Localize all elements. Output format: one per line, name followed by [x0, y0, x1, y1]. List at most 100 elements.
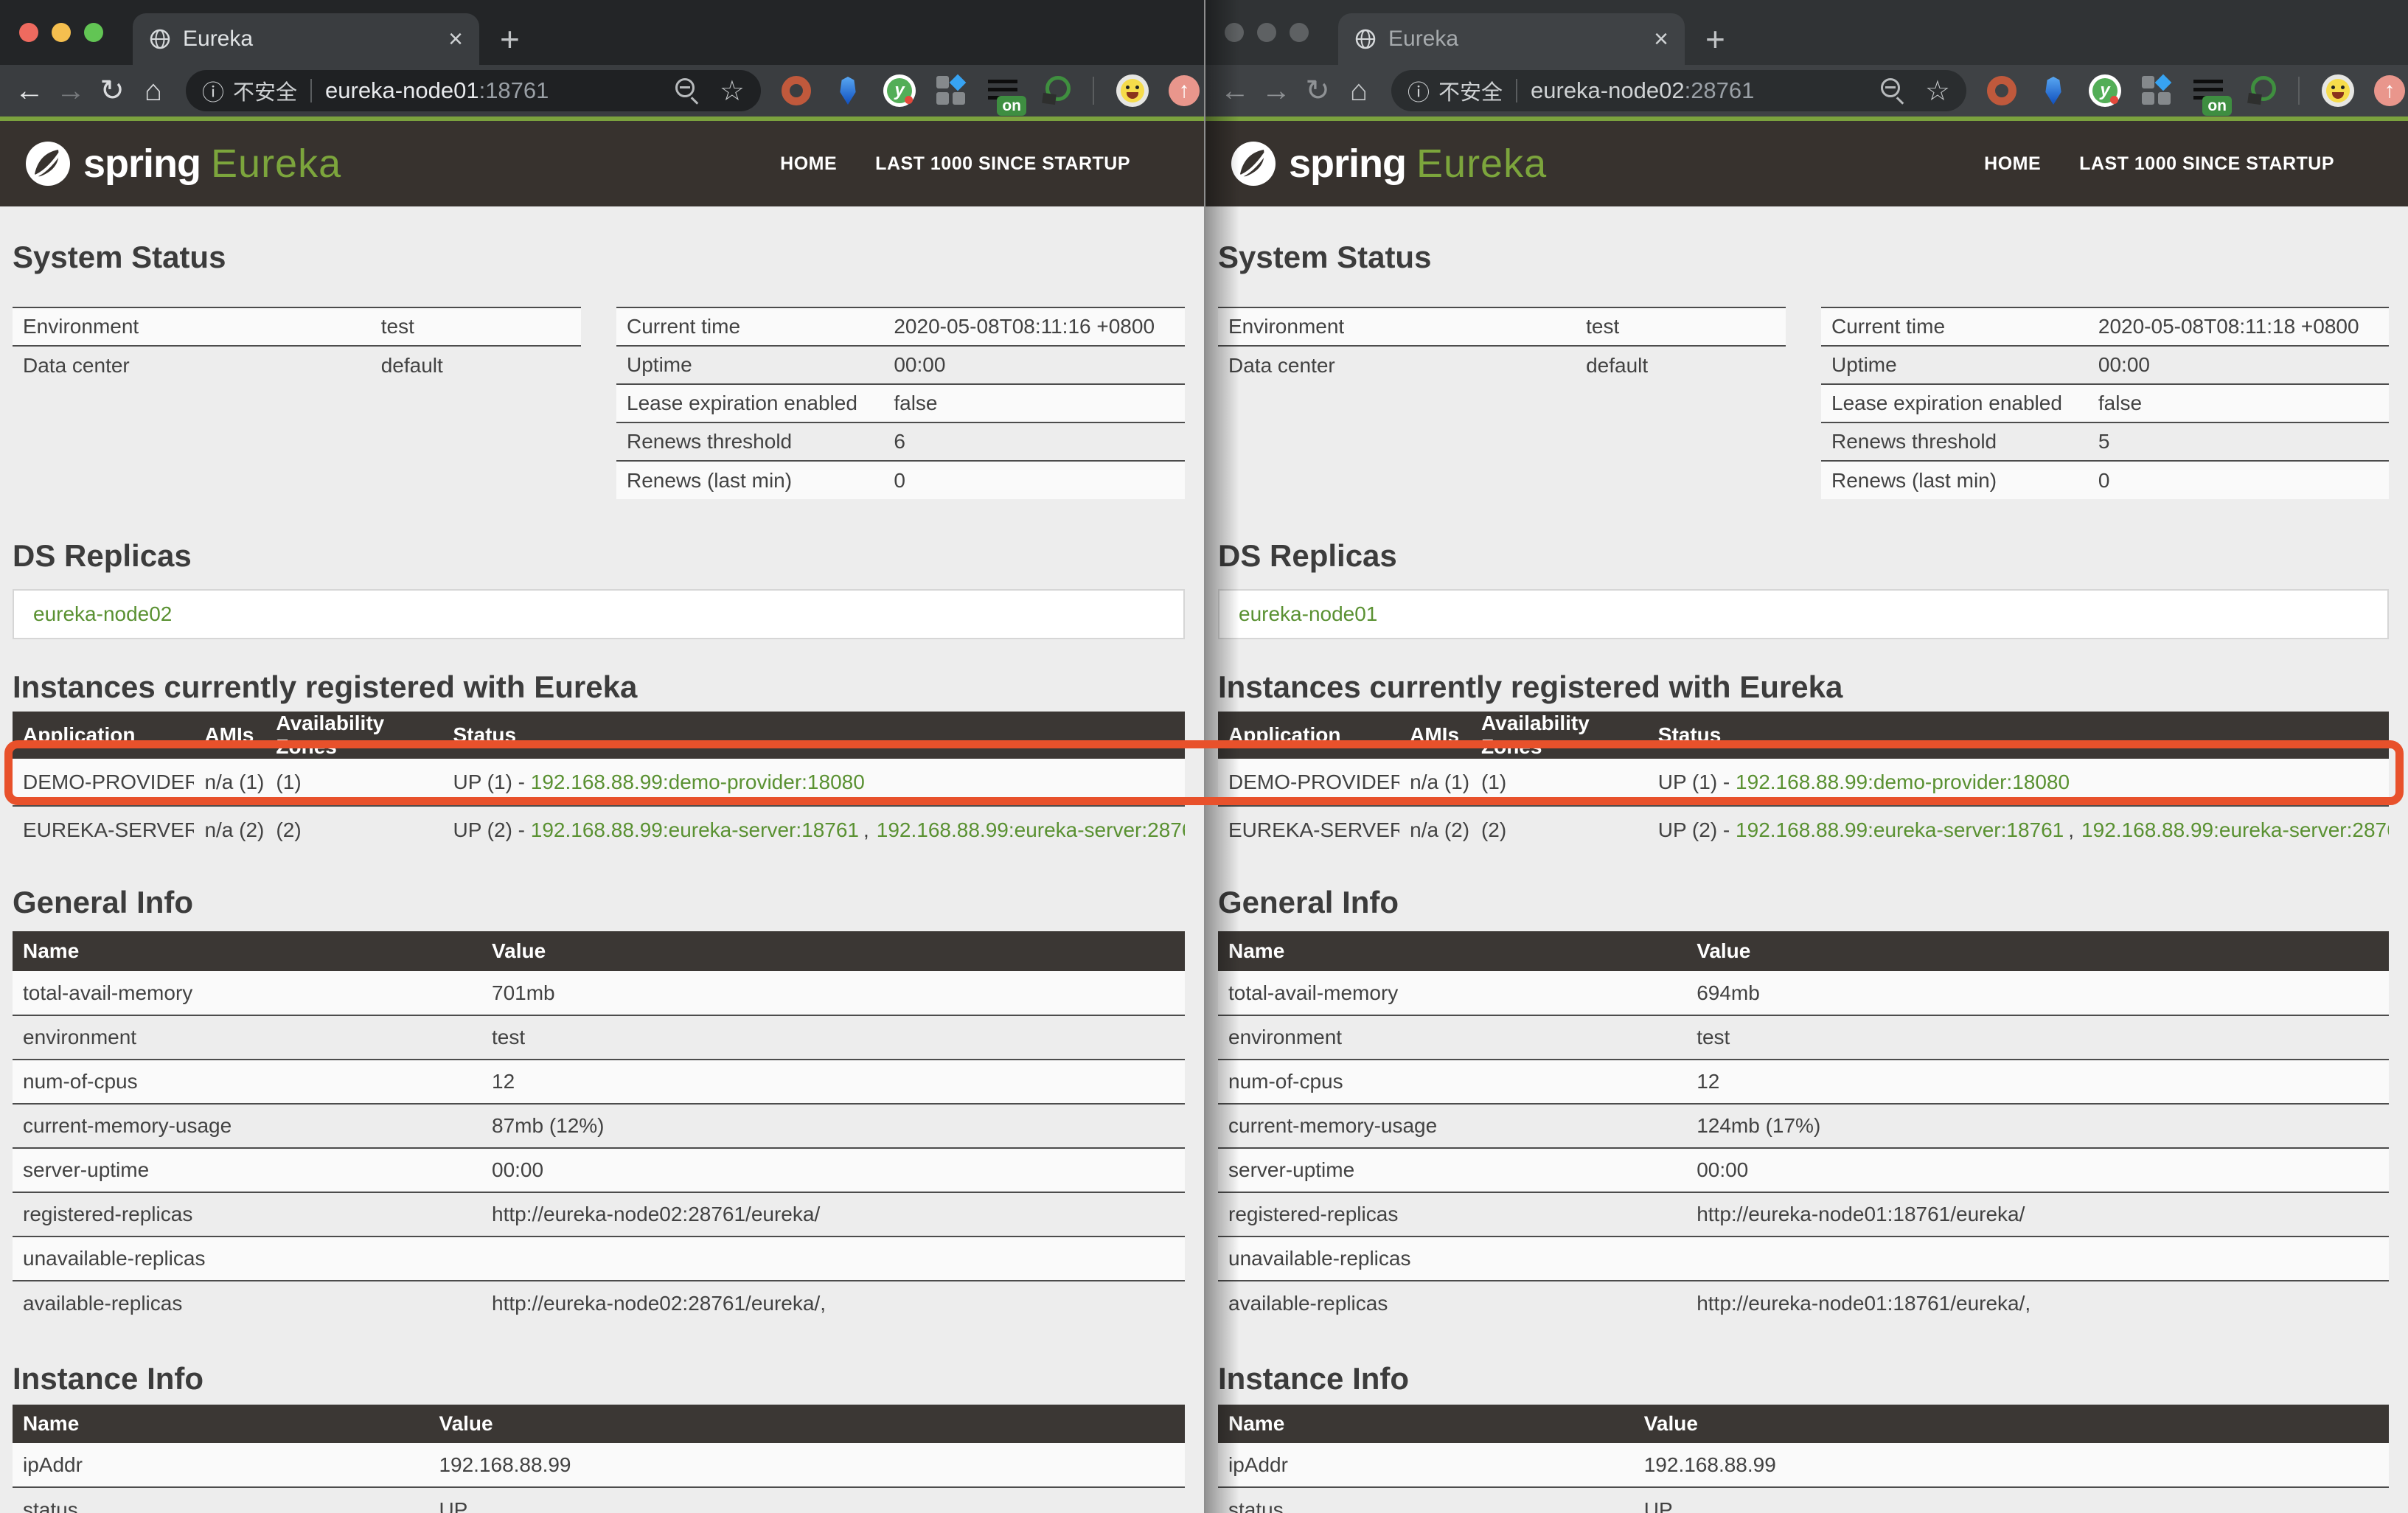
- new-tab-button[interactable]: +: [500, 20, 520, 58]
- list-on-extension-icon[interactable]: on: [986, 74, 1026, 116]
- reload-button[interactable]: ↻: [100, 74, 125, 107]
- environment-table: Environment test Data center default: [13, 307, 581, 384]
- minimize-window-button[interactable]: [1257, 23, 1276, 42]
- zoom-page-icon[interactable]: [675, 78, 700, 103]
- cell-amis: n/a (2): [1410, 818, 1470, 841]
- home-button[interactable]: ⌂: [144, 74, 163, 107]
- instance-row-eureka-server: EUREKA-SERVER n/a (2) (2) UP (2) - 192.1…: [1218, 806, 2389, 853]
- tab-close-icon[interactable]: ×: [1654, 25, 1668, 53]
- instances-heading: Instances currently registered with Eure…: [1218, 669, 1843, 704]
- address-bar[interactable]: ⓘ 不安全 eureka-node02 :28761 ☆: [1391, 70, 1966, 111]
- cell-value: 00:00: [2098, 353, 2150, 376]
- smiley-extension-icon[interactable]: [2322, 74, 2354, 107]
- instance-row-demo-provider: DEMO-PROVIDER n/a (1) (1) UP (1) - 192.1…: [13, 759, 1185, 806]
- table-row: Current time 2020-05-08T08:11:16 +0800: [616, 307, 1185, 346]
- instance-link[interactable]: 192.168.88.99:eureka-server:18761: [1736, 818, 2064, 841]
- kite-extension-icon[interactable]: [2037, 74, 2070, 107]
- tab-title: Eureka: [1388, 27, 1459, 51]
- address-bar[interactable]: ⓘ 不安全 eureka-node01 :18761 ☆: [186, 70, 761, 111]
- cell-label: Uptime: [1831, 353, 1897, 376]
- instance-link[interactable]: 192.168.88.99:demo-provider:18080: [530, 770, 865, 793]
- cell-name: registered-replicas: [23, 1203, 193, 1225]
- table-row: Uptime 00:00: [1821, 346, 2389, 384]
- info-icon[interactable]: ⓘ: [202, 81, 224, 105]
- bookmark-star-icon[interactable]: ☆: [1924, 75, 1950, 107]
- brand-spring-text: spring: [1289, 142, 1407, 186]
- brand-eureka-text: Eureka: [1416, 142, 1548, 186]
- nav-links: HOME LAST 1000 SINCE STARTUP: [780, 153, 1130, 175]
- instance-link[interactable]: 192.168.88.99:demo-provider:18080: [1736, 770, 2070, 793]
- table-row: Environment test: [13, 307, 581, 346]
- spring-eureka-brand: spring Eureka: [1230, 140, 1547, 187]
- cell-value: 0: [2098, 468, 2110, 492]
- replica-link[interactable]: eureka-node02: [33, 602, 173, 625]
- col-application: Application: [13, 712, 195, 759]
- browser-window: Eureka × + ← → ↻ ⌂ ⓘ 不安全 eureka-node01 :…: [0, 0, 1204, 1513]
- table-row: Uptime 00:00: [616, 346, 1185, 384]
- list-on-extension-icon[interactable]: on: [2192, 74, 2232, 116]
- nav-last1000-link[interactable]: LAST 1000 SINCE STARTUP: [2079, 153, 2334, 174]
- y-extension-icon[interactable]: y: [2089, 74, 2121, 107]
- cell-application: EUREKA-SERVER: [23, 818, 195, 841]
- magnifier-extension-icon[interactable]: [1038, 74, 1071, 107]
- y-extension-icon[interactable]: y: [883, 74, 916, 107]
- instance-link[interactable]: 192.168.88.99:eureka-server:18761: [530, 818, 859, 841]
- close-window-button[interactable]: [19, 23, 38, 42]
- replica-link[interactable]: eureka-node01: [1239, 602, 1378, 625]
- table-row: server-uptime 00:00: [1218, 1148, 2389, 1192]
- magnifier-extension-icon[interactable]: [2244, 74, 2276, 107]
- system-status-tables: Environment test Data center default Cur…: [13, 307, 1185, 499]
- ring-extension-icon[interactable]: [1986, 74, 2018, 107]
- ring-extension-icon[interactable]: [780, 74, 812, 107]
- cell-label: Lease expiration enabled: [1831, 392, 2062, 414]
- cell-label: Environment: [23, 315, 139, 338]
- forward-button[interactable]: →: [1262, 74, 1291, 107]
- back-button[interactable]: ←: [15, 74, 44, 107]
- cell-name: num-of-cpus: [1228, 1070, 1343, 1093]
- nav-home-link[interactable]: HOME: [1984, 153, 2042, 174]
- table-row: available-replicas http://eureka-node02:2…: [13, 1281, 1185, 1325]
- cell-value: http://eureka-node01:18761/eureka/,: [1697, 1291, 2031, 1315]
- minimize-window-button[interactable]: [52, 23, 71, 42]
- status-text: UP (1) -: [1657, 770, 1736, 793]
- cell-value: 124mb (17%): [1697, 1114, 1821, 1137]
- profile-avatar-icon[interactable]: ↑: [1168, 74, 1200, 107]
- back-button[interactable]: ←: [1220, 74, 1250, 107]
- tab-close-icon[interactable]: ×: [448, 25, 463, 53]
- col-value: Value: [428, 1405, 1185, 1443]
- info-icon[interactable]: ⓘ: [1407, 81, 1430, 105]
- zoom-page-icon[interactable]: [1880, 78, 1906, 103]
- instance-link[interactable]: 192.168.88.99:eureka-server:28761: [876, 818, 1185, 841]
- close-window-button[interactable]: [1225, 23, 1244, 42]
- nav-home-link[interactable]: HOME: [780, 153, 838, 174]
- reload-button[interactable]: ↻: [1305, 74, 1330, 107]
- grid-extension-icon[interactable]: [2140, 74, 2173, 107]
- home-button[interactable]: ⌂: [1349, 74, 1368, 107]
- instance-info-table: Name Value ipAddr 192.168.88.99 status UP: [13, 1405, 1185, 1513]
- smiley-extension-icon[interactable]: [1116, 74, 1149, 107]
- nav-last1000-link[interactable]: LAST 1000 SINCE STARTUP: [875, 153, 1130, 174]
- cell-value: 00:00: [1697, 1158, 1749, 1181]
- bookmark-star-icon[interactable]: ☆: [719, 75, 745, 107]
- zoom-window-button[interactable]: [84, 23, 103, 42]
- cell-value: 6: [894, 430, 905, 453]
- browser-tab[interactable]: Eureka ×: [133, 13, 479, 65]
- instance-link[interactable]: 192.168.88.99:eureka-server:28761: [2081, 818, 2389, 841]
- table-row: environment test: [1218, 1015, 2389, 1060]
- system-status-heading: System Status: [1218, 240, 1432, 274]
- new-tab-button[interactable]: +: [1705, 20, 1725, 58]
- cell-status: UP (2) - 192.168.88.99:eureka-server:187…: [443, 806, 1186, 853]
- zoom-window-button[interactable]: [1290, 23, 1309, 42]
- kite-extension-icon[interactable]: [832, 74, 864, 107]
- profile-avatar-icon[interactable]: ↑: [2373, 74, 2406, 107]
- cell-name: environment: [23, 1026, 137, 1048]
- browser-tab[interactable]: Eureka ×: [1338, 13, 1685, 65]
- grid-extension-icon[interactable]: [935, 74, 967, 107]
- url-port: :28761: [1684, 77, 1755, 103]
- url-divider: [310, 79, 313, 102]
- forward-button[interactable]: →: [56, 74, 86, 107]
- extension-icons: y on ↑: [1986, 74, 2406, 116]
- security-label: 不安全: [1438, 81, 1503, 105]
- cell-label: Renews threshold: [1831, 430, 1997, 453]
- table-row: unavailable-replicas: [13, 1237, 1185, 1281]
